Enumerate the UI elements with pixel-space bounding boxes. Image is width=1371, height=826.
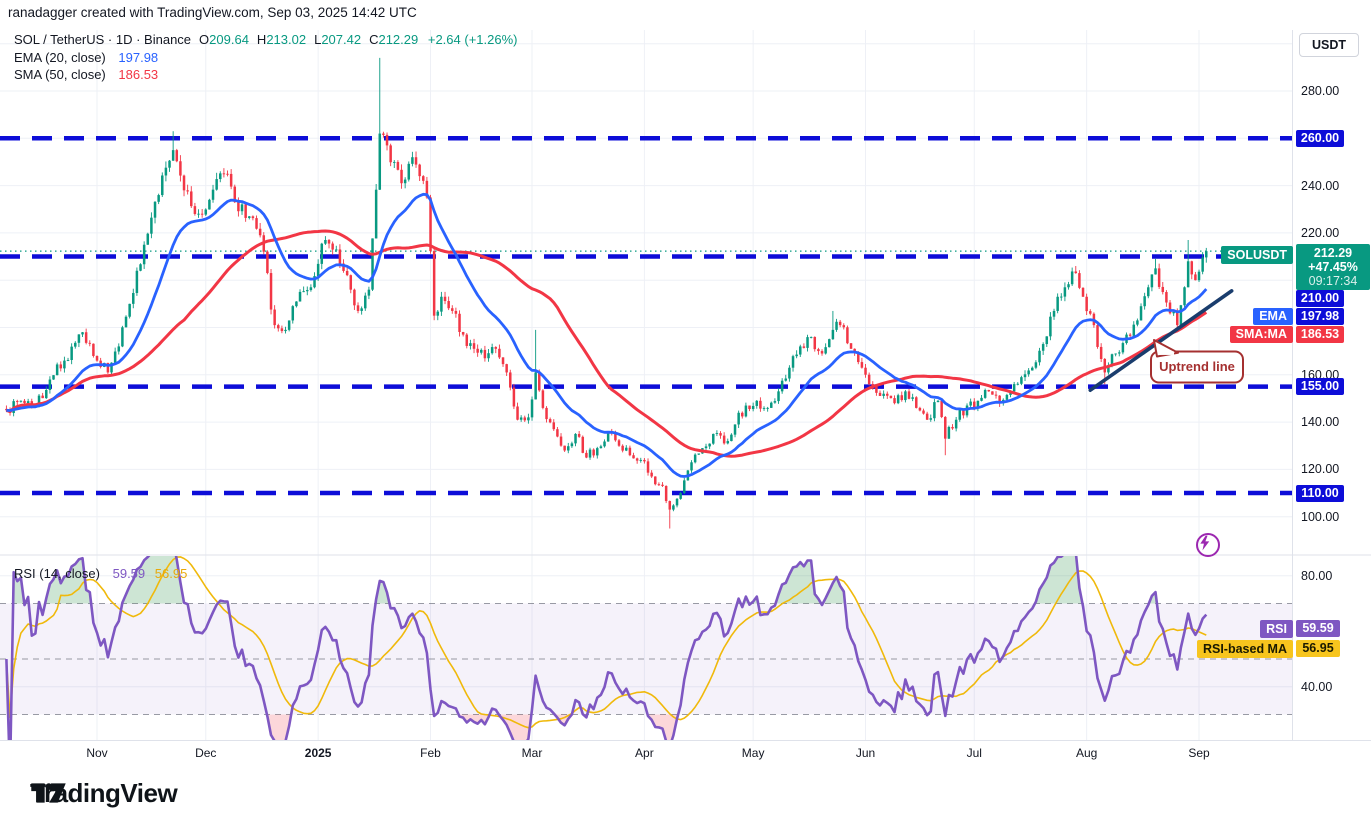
tradingview-logo-text: TradingView xyxy=(30,778,178,808)
level-badge-110: 110.00 xyxy=(1296,484,1344,502)
price-chart-canvas[interactable] xyxy=(0,0,1371,770)
rsi-tick-80: 80.00 xyxy=(1301,568,1333,583)
ohlc-key-H: H xyxy=(256,32,267,47)
currency-axis-button[interactable]: USDT xyxy=(1299,33,1359,57)
price-tick-220: 220.00 xyxy=(1301,225,1340,240)
rsi-ma-value-badge: 56.95 xyxy=(1296,640,1340,657)
sma-value: 186.53 xyxy=(118,67,159,82)
sma-legend-row[interactable]: SMA (50, close) 186.53 xyxy=(14,66,517,84)
ohlc-key-L: L xyxy=(314,32,322,47)
ema-value-badge: 197.98 xyxy=(1296,308,1344,325)
time-axis-label-May[interactable]: May xyxy=(741,746,765,760)
sma-value-badge: 186.53 xyxy=(1296,325,1344,343)
rsi-legend-row[interactable]: RSI (14, close) 59.59 56.95 xyxy=(14,566,187,581)
lightning-bolt-icon[interactable] xyxy=(1196,533,1220,557)
ohlc-value-C: 212.29 xyxy=(378,32,419,47)
rsi-ma-chip: RSI-based MA xyxy=(1196,640,1293,658)
rsi-overbought-fill xyxy=(13,556,1157,604)
ohlc-key-C: C xyxy=(369,32,379,47)
uptrend-line-callout[interactable]: Uptrend line xyxy=(1159,359,1235,374)
ohlc-value-H: 213.02 xyxy=(266,32,307,47)
price-tick-240: 240.00 xyxy=(1301,178,1340,193)
rsi-tick-40: 40.00 xyxy=(1301,679,1333,694)
price-tick-100: 100.00 xyxy=(1301,509,1340,524)
symbol-chip: SOLUSDT xyxy=(1221,246,1293,264)
tradingview-logo[interactable]: TradingView xyxy=(30,778,178,809)
rsi-chip: RSI xyxy=(1260,620,1293,638)
rsi-label: RSI (14, close) xyxy=(14,566,100,581)
uptrend-trendline[interactable] xyxy=(1088,289,1234,392)
time-axis-label-Jul[interactable]: Jul xyxy=(966,746,982,760)
ema-chip: EMA xyxy=(1253,308,1293,325)
price-tick-280: 280.00 xyxy=(1301,84,1340,98)
time-axis-label-Apr[interactable]: Apr xyxy=(635,746,654,760)
sma-50-line[interactable] xyxy=(5,229,1208,458)
chart-legend: SOL / TetherUS · 1D · Binance O209.64 H213… xyxy=(14,31,517,84)
ema-label: EMA (20, close) xyxy=(14,49,106,65)
symbol-title[interactable]: SOL / TetherUS · 1D · Binance xyxy=(14,32,192,47)
rsi-value: 59.59 xyxy=(112,566,146,581)
sma-label: SMA (50, close) xyxy=(14,67,106,82)
ema-legend-row[interactable]: EMA (20, close) 197.98 xyxy=(14,49,517,67)
ema-20-line[interactable] xyxy=(6,192,1208,478)
symbol-row[interactable]: SOL / TetherUS · 1D · Binance O209.64 H213… xyxy=(14,31,517,49)
sma-chip: SMA:MA xyxy=(1229,325,1293,343)
rsi-band xyxy=(0,603,1293,715)
ohlc-key-O: O xyxy=(199,32,210,47)
time-axis-label-Dec[interactable]: Dec xyxy=(195,746,217,760)
callout-bubble xyxy=(1150,350,1244,384)
last-price-change: +47.45% xyxy=(1308,260,1358,274)
rsi-value-badge: 59.59 xyxy=(1296,620,1340,637)
ohlc-value-L: 207.42 xyxy=(321,32,362,47)
price-tick-140: 140.00 xyxy=(1301,415,1340,430)
change-value: +2.64 (+1.26%) xyxy=(427,32,518,47)
time-axis-label-Feb[interactable]: Feb xyxy=(420,746,441,760)
ohlc-value-O: 209.64 xyxy=(209,32,249,47)
candlestick-series[interactable] xyxy=(5,57,1208,529)
price-tick-120: 120.00 xyxy=(1301,462,1340,477)
bolt-glyph xyxy=(1200,535,1210,551)
time-axis-label-2025[interactable]: 2025 xyxy=(304,746,332,760)
rsi-ma-value: 56.95 xyxy=(154,566,188,581)
time-axis-label-Jun[interactable]: Jun xyxy=(855,746,876,760)
last-price-badge: 212.29 +47.45% 09:17:34 xyxy=(1296,244,1370,290)
level-badge-260: 260.00 xyxy=(1296,130,1344,147)
time-axis-label-Sep[interactable]: Sep xyxy=(1188,746,1210,760)
rsi-line[interactable] xyxy=(5,541,1208,770)
last-price-value: 212.29 xyxy=(1313,246,1353,260)
time-axis-label-Mar[interactable]: Mar xyxy=(521,746,543,760)
credit-line: ranadagger created with TradingView.com,… xyxy=(8,5,417,20)
tradingview-logo-mark xyxy=(31,783,66,803)
time-axis-label-Nov[interactable]: Nov xyxy=(86,746,108,760)
level-badge-155: 155.00 xyxy=(1296,378,1344,395)
level-badge-210: 210.00 xyxy=(1296,290,1344,307)
time-axis-label-Aug[interactable]: Aug xyxy=(1075,746,1098,760)
bar-countdown: 09:17:34 xyxy=(1308,274,1358,288)
rsi-based-ma-line[interactable] xyxy=(5,556,1207,729)
ema-value: 197.98 xyxy=(118,49,159,65)
